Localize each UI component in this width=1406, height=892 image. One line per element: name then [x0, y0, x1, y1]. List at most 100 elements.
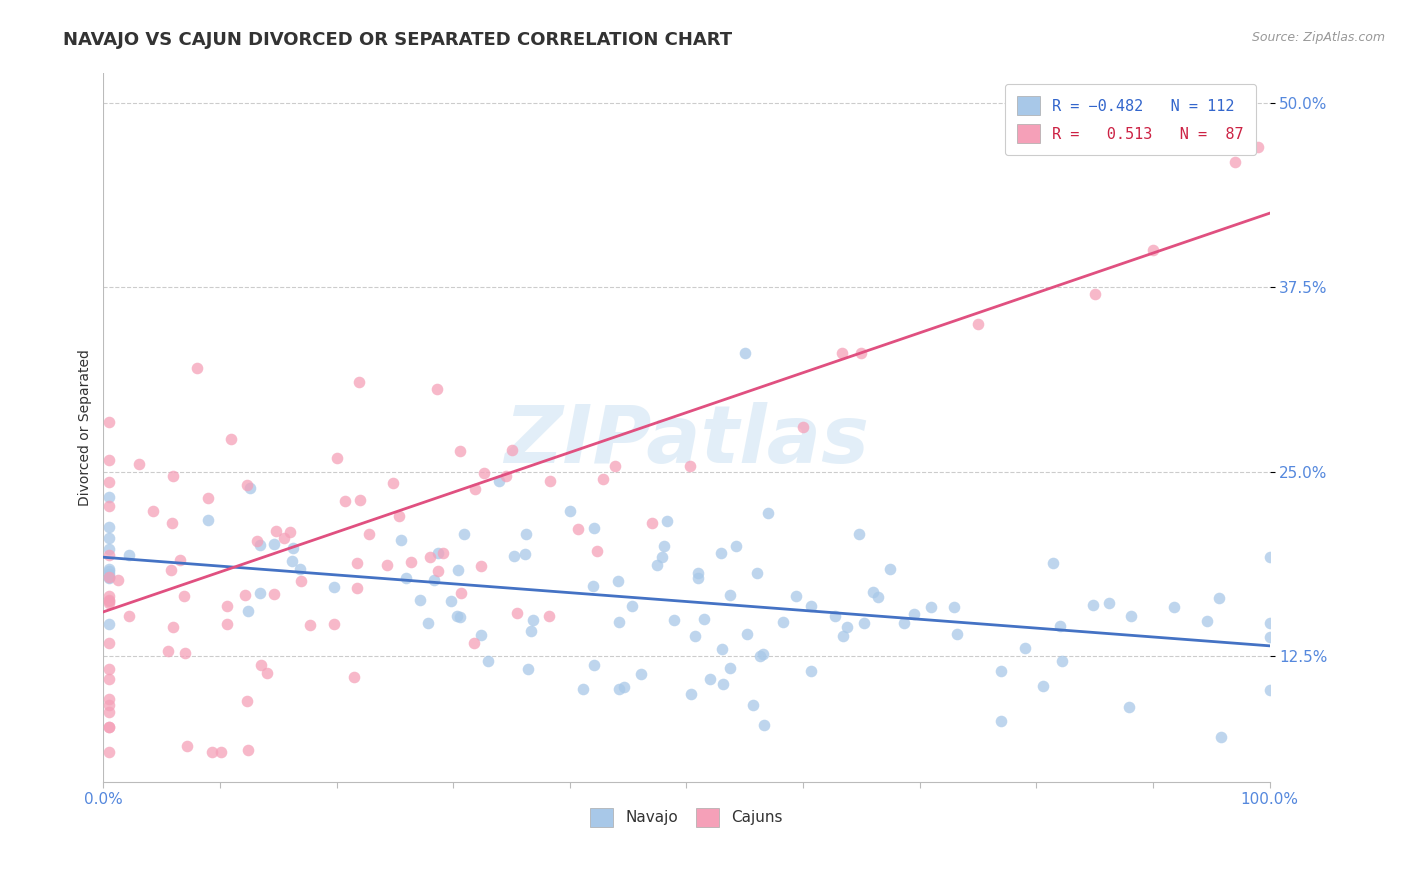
Point: [98, 475, 121, 490]
Point: [427, 564, 450, 578]
Point: [98, 570, 121, 584]
Point: [215, 599, 238, 613]
Point: [537, 609, 560, 624]
Point: [98, 589, 121, 603]
Point: [693, 612, 716, 626]
Point: [1258, 615, 1281, 630]
Point: [1118, 699, 1140, 714]
Point: [868, 590, 890, 604]
Point: [273, 531, 295, 545]
Point: [538, 474, 561, 488]
Point: [399, 555, 422, 569]
Point: [903, 607, 925, 622]
Point: [470, 558, 492, 573]
Point: [118, 548, 141, 562]
Point: [1121, 609, 1143, 624]
Point: [607, 615, 630, 629]
Point: [387, 508, 409, 523]
Point: [1081, 599, 1104, 613]
Point: [967, 317, 990, 331]
Point: [1247, 140, 1270, 154]
Point: [98, 548, 121, 562]
Point: [606, 574, 628, 588]
Point: [710, 546, 733, 560]
Point: [283, 541, 305, 555]
Point: [645, 558, 668, 573]
Point: [98, 571, 121, 585]
Point: [219, 432, 242, 446]
Point: [641, 516, 664, 530]
Point: [98, 706, 121, 720]
Point: [235, 694, 257, 708]
Point: [785, 589, 807, 603]
Point: [792, 420, 814, 434]
Point: [288, 561, 311, 575]
Point: [477, 655, 499, 669]
Point: [263, 537, 285, 551]
Point: [215, 616, 238, 631]
Point: [156, 644, 179, 658]
Point: [357, 527, 380, 541]
Point: [98, 570, 121, 584]
Point: [450, 586, 472, 600]
Point: [235, 478, 257, 492]
Point: [1084, 287, 1107, 301]
Point: [749, 648, 772, 663]
Point: [249, 538, 271, 552]
Point: [681, 687, 703, 701]
Point: [98, 541, 121, 556]
Point: [98, 721, 121, 735]
Point: [98, 594, 121, 608]
Point: [162, 620, 184, 634]
Point: [1163, 599, 1185, 614]
Point: [943, 599, 966, 614]
Point: [322, 580, 344, 594]
Point: [290, 574, 312, 589]
Point: [389, 533, 412, 547]
Point: [751, 647, 773, 661]
Point: [835, 620, 858, 634]
Point: [440, 593, 463, 607]
Point: [621, 599, 644, 613]
Point: [98, 662, 121, 676]
Point: [662, 613, 685, 627]
Point: [1049, 619, 1071, 633]
Point: [583, 657, 606, 672]
Point: [711, 677, 734, 691]
Point: [990, 664, 1012, 678]
Point: [567, 522, 589, 536]
Point: [607, 681, 630, 696]
Point: [1050, 654, 1073, 668]
Point: [1258, 683, 1281, 698]
Point: [734, 346, 756, 360]
Point: [686, 566, 709, 580]
Point: [249, 586, 271, 600]
Point: [98, 593, 121, 607]
Point: [186, 360, 208, 375]
Point: [335, 494, 357, 508]
Point: [197, 514, 219, 528]
Point: [718, 660, 741, 674]
Point: [572, 682, 595, 697]
Point: [160, 563, 183, 577]
Point: [98, 616, 121, 631]
Point: [98, 564, 121, 578]
Point: [710, 642, 733, 657]
Point: [582, 521, 605, 535]
Point: [945, 626, 967, 640]
Point: [832, 629, 855, 643]
Point: [1223, 154, 1246, 169]
Point: [506, 606, 529, 620]
Point: [605, 458, 627, 473]
Point: [343, 670, 366, 684]
Point: [1142, 243, 1164, 257]
Point: [745, 566, 768, 580]
Point: [1258, 549, 1281, 564]
Point: [1195, 614, 1218, 628]
Point: [1014, 641, 1036, 656]
Point: [735, 627, 758, 641]
Point: [453, 527, 475, 541]
Point: [449, 444, 471, 458]
Point: [851, 346, 873, 360]
Point: [209, 745, 232, 759]
